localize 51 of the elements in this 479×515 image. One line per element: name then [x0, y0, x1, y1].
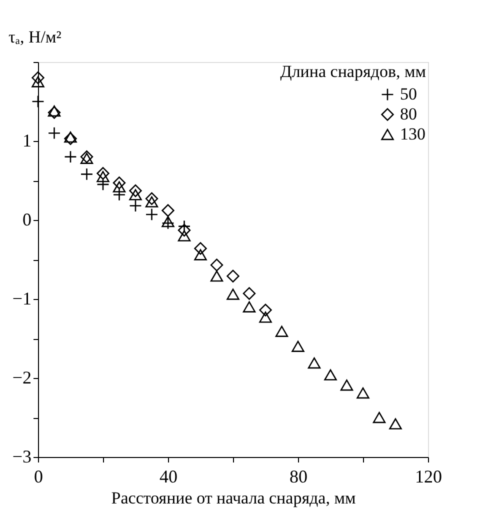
point	[259, 304, 272, 316]
legend-label: 50	[400, 84, 417, 104]
legend-label: 80	[400, 104, 417, 124]
point	[226, 270, 240, 282]
point	[112, 176, 126, 190]
x-axis-title: Расстояние от начала снаряда, мм	[111, 488, 356, 508]
point	[340, 380, 354, 391]
point	[162, 204, 174, 217]
y-tick-label: −3	[12, 446, 32, 466]
point	[324, 369, 337, 380]
y-tick-label: 1	[22, 130, 32, 150]
x-tick-label: 120	[415, 466, 442, 486]
legend-title: Длина снарядов, мм	[280, 62, 426, 81]
point	[178, 224, 191, 237]
point	[372, 412, 386, 424]
point	[80, 152, 94, 164]
point	[210, 270, 224, 282]
point	[356, 387, 370, 399]
x-tick-label: 80	[290, 466, 308, 486]
legend-label: 130	[400, 124, 426, 144]
point	[80, 150, 94, 164]
y-tick-label: 0	[22, 210, 32, 230]
point	[210, 258, 224, 272]
point	[32, 71, 44, 84]
point	[145, 196, 158, 208]
point	[308, 357, 321, 369]
point	[145, 208, 158, 221]
point	[226, 288, 240, 300]
point	[129, 184, 142, 198]
point	[242, 287, 256, 300]
point	[32, 76, 44, 88]
point	[96, 167, 110, 180]
point	[145, 192, 158, 206]
y-tick-label: −1	[12, 288, 32, 308]
x-tick-label: 40	[160, 466, 178, 486]
point	[112, 181, 126, 192]
point	[64, 150, 77, 164]
point	[389, 418, 402, 430]
point	[292, 340, 304, 352]
point	[96, 170, 110, 182]
y-axis-title: τₐ, Н/м²	[8, 28, 62, 46]
point	[96, 178, 110, 191]
point	[194, 249, 207, 260]
point	[129, 199, 142, 212]
point	[129, 189, 142, 200]
y-tick-label: −2	[12, 368, 32, 388]
point	[242, 301, 256, 312]
point	[275, 326, 288, 337]
point	[259, 312, 272, 323]
point	[178, 230, 191, 242]
point	[194, 242, 207, 255]
